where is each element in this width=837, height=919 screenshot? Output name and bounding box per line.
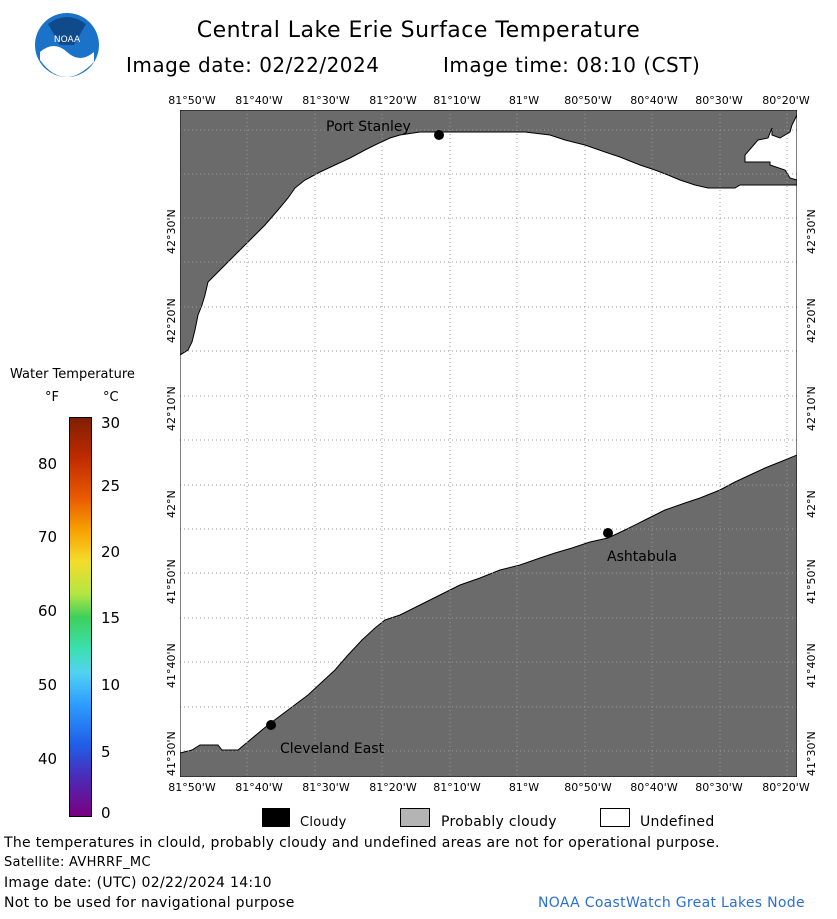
lake-map: Port Stanley Ashtabula Cleveland East: [180, 110, 797, 777]
lon-tick-label: 81°30'W: [302, 781, 350, 794]
colorbar-f-tick: 60: [38, 602, 58, 620]
lat-tick-label: 42°30'N: [165, 209, 178, 254]
satellite-info: Satellite: AVHRRF_MC: [4, 855, 151, 870]
image-time: Image time: 08:10 (CST): [443, 53, 701, 77]
port-stanley-label: Port Stanley: [326, 119, 411, 135]
legend-probably-cloudy-label: Probably cloudy: [441, 814, 557, 830]
ashtabula-marker: [603, 528, 613, 538]
colorbar-c-tick: 20: [101, 543, 121, 561]
lon-tick-label: 80°20'W: [762, 781, 810, 794]
lat-tick-label: 41°30'N: [805, 731, 818, 776]
us-land: [180, 454, 797, 777]
disclaimer: The temperatures in clould, probably clo…: [4, 835, 720, 851]
map-grid: [180, 110, 797, 777]
legend-probably-cloudy-swatch: [400, 808, 430, 827]
lon-tick-label: 81°W: [508, 94, 540, 107]
lon-tick-label: 80°20'W: [762, 94, 810, 107]
lat-tick-label: 42°N: [165, 490, 178, 518]
logo-text: NOAA: [54, 35, 81, 45]
logo-bird: [48, 17, 86, 45]
lon-tick-label: 80°50'W: [564, 94, 612, 107]
lat-tick-label: 42°10'N: [165, 386, 178, 431]
colorbar-c-tick: 10: [101, 676, 121, 694]
lat-tick-label: 41°30'N: [165, 731, 178, 776]
lon-tick-label: 81°40'W: [235, 94, 283, 107]
lon-tick-label: 81°20'W: [369, 781, 417, 794]
legend-cloudy-label: Cloudy: [300, 815, 347, 830]
colorbar-c-tick: 5: [101, 743, 111, 761]
lat-tick-label: 41°40'N: [165, 643, 178, 688]
lon-tick-label: 80°50'W: [564, 781, 612, 794]
lon-tick-label: 80°30'W: [695, 94, 743, 107]
logo-wave: [40, 46, 94, 77]
legend-undefined-swatch: [600, 808, 630, 827]
colorbar-f-tick: 40: [38, 750, 58, 768]
colorbar-c-tick: 25: [101, 477, 121, 495]
port-stanley-marker: [434, 130, 444, 140]
lon-tick-label: 81°30'W: [302, 94, 350, 107]
legend-cloudy-swatch: [262, 808, 290, 827]
colorbar-title: Water Temperature: [10, 367, 135, 382]
legend-undefined-label: Undefined: [640, 814, 715, 830]
lat-tick-label: 42°10'N: [805, 386, 818, 431]
lat-tick-label: 41°50'N: [805, 559, 818, 604]
utc-date: Image date: (UTC) 02/22/2024 14:10: [4, 875, 272, 891]
colorbar-f-tick: 80: [38, 455, 58, 473]
cleveland-east-label: Cleveland East: [280, 741, 385, 757]
colorbar-f-tick: 70: [38, 528, 58, 546]
colorbar-c-tick: 15: [101, 609, 121, 627]
lat-tick-label: 41°40'N: [805, 643, 818, 688]
lon-tick-label: 81°50'W: [168, 781, 216, 794]
lon-tick-label: 80°40'W: [630, 94, 678, 107]
colorbar: [69, 417, 92, 817]
image-date: Image date: 02/22/2024: [126, 53, 380, 77]
colorbar-c-tick: 0: [101, 804, 111, 822]
lon-tick-label: 81°W: [508, 781, 540, 794]
unit-c: °C: [103, 390, 119, 405]
lon-tick-label: 81°10'W: [433, 781, 481, 794]
credit-link[interactable]: NOAA CoastWatch Great Lakes Node: [538, 895, 805, 911]
cleveland-east-marker: [266, 720, 276, 730]
unit-f: °F: [45, 390, 59, 405]
lon-tick-label: 81°20'W: [369, 94, 417, 107]
lat-tick-label: 42°30'N: [805, 209, 818, 254]
noaa-logo: NOAA: [35, 13, 99, 77]
lon-tick-label: 80°30'W: [695, 781, 743, 794]
lat-tick-label: 42°N: [805, 490, 818, 518]
colorbar-c-tick: 30: [101, 414, 121, 432]
colorbar-f-tick: 50: [38, 676, 58, 694]
lon-tick-label: 81°10'W: [433, 94, 481, 107]
canada-land: [180, 110, 797, 356]
page-title: Central Lake Erie Surface Temperature: [196, 18, 641, 43]
lon-tick-label: 80°40'W: [630, 781, 678, 794]
lon-tick-label: 81°40'W: [235, 781, 283, 794]
lat-tick-label: 42°20'N: [165, 298, 178, 343]
lat-tick-label: 41°50'N: [165, 559, 178, 604]
lon-tick-label: 81°50'W: [168, 94, 216, 107]
lat-tick-label: 42°20'N: [805, 298, 818, 343]
ashtabula-label: Ashtabula: [607, 549, 677, 565]
nav-warning: Not to be used for navigational purpose: [4, 895, 295, 911]
